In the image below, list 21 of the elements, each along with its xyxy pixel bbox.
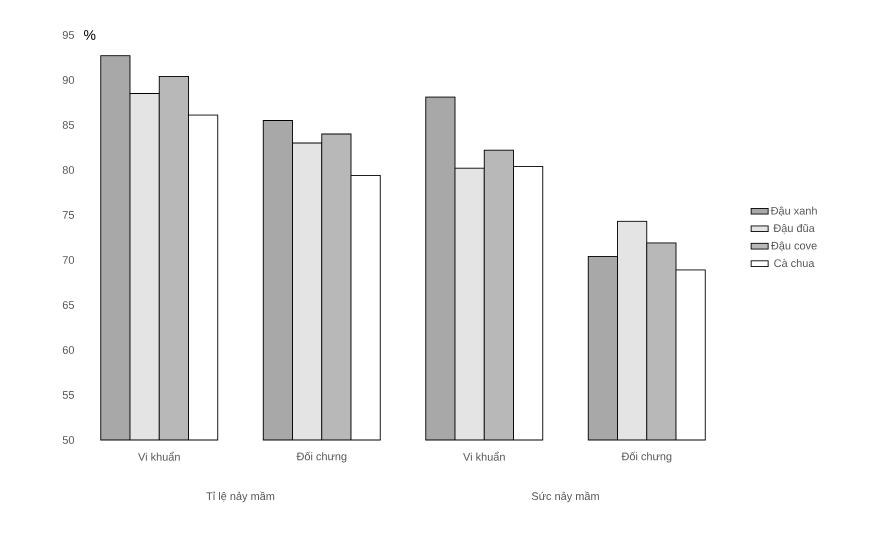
y-tick-label: 50 bbox=[62, 436, 74, 444]
x-tick-label: Vi khuẩn bbox=[138, 452, 180, 461]
text: Sức nảy mầm bbox=[532, 492, 599, 502]
y-tick-label: 90 bbox=[62, 76, 74, 84]
y-tick-label: 70 bbox=[62, 256, 74, 264]
legend-label: Cà chua bbox=[774, 258, 814, 268]
y-tick-label: 95 bbox=[62, 31, 74, 39]
y-tick-label: 85 bbox=[62, 121, 74, 129]
y-tick-label: 60 bbox=[62, 346, 74, 354]
y-tick-label: 80 bbox=[62, 166, 74, 174]
y-axis-title: % bbox=[84, 30, 96, 40]
y-tick-label: 75 bbox=[62, 211, 74, 219]
x-tick-label: Đối chưng bbox=[296, 452, 346, 462]
y-tick-label: 55 bbox=[62, 391, 74, 399]
legend-label: Đậu đũa bbox=[773, 224, 815, 234]
y-tick-label: 65 bbox=[62, 301, 74, 309]
x-tick-label: Vi khuẩn bbox=[463, 452, 505, 461]
x-tick-label: Đối chưng bbox=[622, 452, 672, 462]
legend-label: Đậu cove bbox=[770, 241, 817, 252]
legend-label: Đậu xanh bbox=[770, 206, 817, 216]
text: Tỉ lệ nảy mầm bbox=[206, 492, 274, 502]
